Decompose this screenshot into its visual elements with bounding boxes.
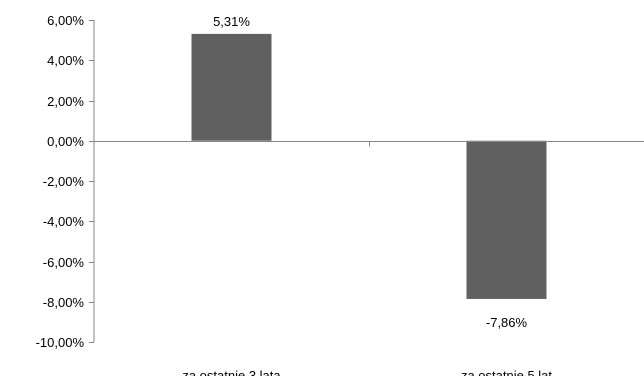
y-tick-label: -10,00% (36, 335, 85, 350)
y-tick-label: 4,00% (47, 53, 84, 68)
y-tick-label: 0,00% (47, 134, 84, 149)
bar-value-label: -7,86% (486, 315, 528, 330)
data-labels: 5,31% -7,86% (213, 14, 527, 330)
y-tick-label: -2,00% (43, 174, 85, 189)
y-tick-label: 2,00% (47, 94, 84, 109)
category-label: za ostatnie 3 lata (182, 368, 281, 376)
y-tick-label: -4,00% (43, 214, 85, 229)
y-axis: 6,00% 4,00% 2,00% 0,00% -2,00% -4,00% -6,00% -8… (36, 13, 95, 350)
y-tick-label: 6,00% (47, 13, 84, 28)
category-label: za ostatnie 5 lat (461, 368, 552, 376)
y-tick-label: -8,00% (43, 295, 85, 310)
bar (191, 33, 272, 141)
y-tick-label: -6,00% (43, 255, 85, 270)
bar-value-label: 5,31% (213, 14, 250, 29)
x-axis: za ostatnie 3 lata za ostatnie 5 lat (94, 141, 644, 376)
bar (466, 140, 547, 299)
bars (191, 33, 547, 299)
